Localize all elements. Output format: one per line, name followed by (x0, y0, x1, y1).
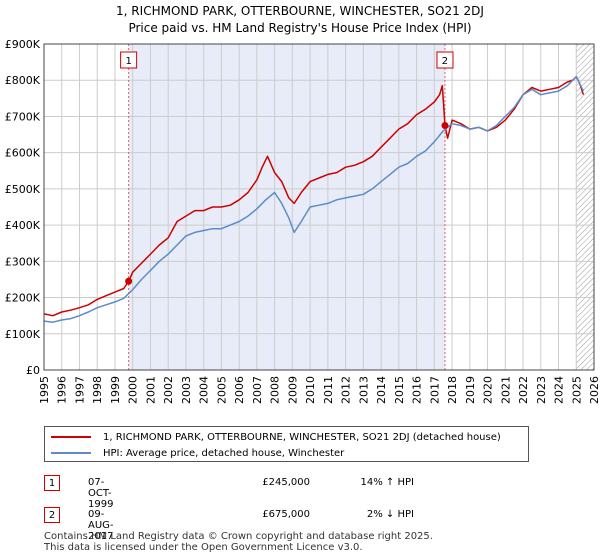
annotation-price: £245,000 (262, 477, 310, 488)
x-tick-label: 2010 (304, 376, 317, 404)
footer-attribution: Contains HM Land Registry data © Crown c… (44, 531, 433, 553)
chart-title-line-2: Price paid vs. HM Land Registry's House … (128, 21, 472, 35)
y-tick-label: £300K (5, 255, 41, 268)
plot-frame (43, 43, 595, 371)
sale-2-marker-label: 2 (442, 56, 448, 67)
x-tick-label: 1998 (91, 376, 104, 404)
sale-2-point (441, 122, 449, 129)
x-tick-label: 2026 (588, 376, 600, 404)
sale-2-marker-box (436, 51, 454, 69)
y-tick-label: £600K (5, 147, 41, 160)
y-tick-label: £200K (5, 292, 41, 305)
sale-1-point (125, 277, 133, 285)
x-tick-label: 2017 (428, 376, 441, 404)
x-tick-label: 2022 (517, 376, 530, 404)
annotation-date: 07-OCT-1999 (88, 477, 114, 510)
x-tick-label: 2006 (233, 376, 246, 404)
sale-1-marker-box (120, 51, 138, 69)
x-tick-label: 2001 (144, 376, 157, 404)
annotation-marker: 1 (44, 475, 60, 491)
sale-1-marker-label: 1 (125, 56, 131, 67)
x-tick-label: 2009 (286, 376, 299, 404)
price-chart: £0 £100K £200K £300K £400K £500K £600K £700K £80… (5, 38, 600, 404)
y-tick-label: £800K (5, 74, 41, 87)
x-tick-label: 2000 (127, 376, 140, 404)
shaded-ownership-region (128, 44, 445, 370)
x-tick-label: 2004 (198, 376, 211, 404)
x-tick-label: 2013 (357, 376, 370, 404)
annotation-hpi: 14% ↑ HPI (360, 477, 414, 488)
annotation-hpi: 2% ↓ HPI (366, 509, 414, 520)
legend-swatch-property (51, 436, 91, 438)
x-tick-label: 2015 (393, 376, 406, 404)
y-tick-label: £400K (5, 219, 41, 232)
y-tick-label: £700K (5, 110, 41, 123)
x-tick-label: 2014 (375, 376, 388, 404)
x-tick-label: 1995 (38, 376, 51, 404)
x-tick-label: 2011 (322, 376, 335, 404)
x-tick-label: 2019 (464, 376, 477, 404)
x-tick-label: 1997 (73, 376, 86, 404)
chart-title-line-1: 1, RICHMOND PARK, OTTERBOURNE, WINCHESTE… (116, 4, 484, 18)
annotation-date: 09-AUG-2017 (88, 509, 114, 542)
x-tick-label: 2024 (553, 376, 566, 404)
y-tick-label: £0 (26, 364, 40, 377)
legend-item-property: 1, RICHMOND PARK, OTTERBOURNE, WINCHESTE… (51, 429, 501, 445)
x-tick-label: 2021 (499, 376, 512, 404)
legend-label-property: 1, RICHMOND PARK, OTTERBOURNE, WINCHESTE… (103, 431, 501, 443)
x-tick-label: 2016 (411, 376, 424, 404)
y-tick-label: £500K (5, 183, 41, 196)
property-price-line (43, 75, 585, 317)
x-tick-label: 1999 (109, 376, 122, 404)
annotation-price: £675,000 (262, 509, 310, 520)
footer-line-1: Contains HM Land Registry data © Crown c… (44, 531, 433, 542)
x-tick-label: 2020 (482, 376, 495, 404)
x-tick-label: 2003 (180, 376, 193, 404)
y-tick-label: £900K (5, 38, 41, 51)
hpi-line (43, 75, 585, 323)
x-tick-label: 2007 (251, 376, 264, 404)
x-tick-label: 1996 (56, 376, 69, 404)
legend-label-hpi: HPI: Average price, detached house, Winc… (103, 447, 345, 459)
hatched-forecast-region (576, 44, 594, 370)
x-tick-label: 2012 (340, 376, 353, 404)
x-tick-label: 2002 (162, 376, 175, 404)
footer-line-2: This data is licensed under the Open Gov… (44, 542, 363, 553)
legend-item-hpi: HPI: Average price, detached house, Winc… (51, 445, 344, 461)
annotation-marker: 2 (44, 507, 60, 523)
legend-swatch-hpi (51, 452, 91, 454)
x-tick-label: 2023 (535, 376, 548, 404)
x-tick-label: 2008 (269, 376, 282, 404)
x-tick-label: 2018 (446, 376, 459, 404)
x-tick-label: 2025 (570, 376, 583, 404)
y-tick-label: £100K (5, 328, 41, 341)
x-tick-label: 2005 (215, 376, 228, 404)
chart-legend: 1, RICHMOND PARK, OTTERBOURNE, WINCHESTE… (44, 426, 529, 462)
